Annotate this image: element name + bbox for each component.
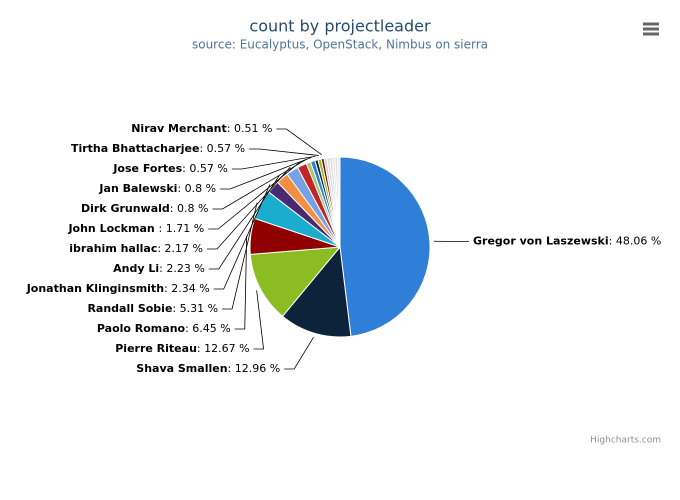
connector xyxy=(231,155,316,170)
connector xyxy=(207,167,291,250)
connector xyxy=(208,161,301,230)
data-label: Randall Sobie: 5.31 % xyxy=(87,302,218,315)
label-name: Tirtha Bhattacharjee xyxy=(71,142,200,155)
connector xyxy=(234,235,248,330)
data-label: Shava Smallen: 12.96 % xyxy=(136,362,280,375)
label-name: Randall Sobie xyxy=(87,302,172,315)
label-value: : 0.57 % xyxy=(199,142,245,155)
label-value: : 0.8 % xyxy=(177,182,216,195)
pie-slice xyxy=(336,156,341,248)
data-label: Tirtha Bhattacharjee: 0.57 % xyxy=(71,142,245,155)
label-name: Shava Smallen xyxy=(136,362,227,375)
connector xyxy=(222,202,258,310)
chart-subtitle: source: Eucalyptus, OpenStack, Nimbus on… xyxy=(192,38,488,52)
data-label: Andy Li: 2.23 % xyxy=(113,262,205,275)
label-value: : 12.96 % xyxy=(228,362,281,375)
label-value: : 5.31 % xyxy=(172,302,218,315)
data-label: Jonathan Klinginsmith: 2.34 % xyxy=(26,282,210,295)
connector xyxy=(220,157,312,190)
label-name: Paolo Romano xyxy=(97,322,186,335)
label-value: : 1.71 % xyxy=(159,222,205,235)
label-name: ibrahim hallac xyxy=(69,242,157,255)
label-value: : 2.23 % xyxy=(159,262,205,275)
label-value: : 48.06 % xyxy=(609,235,662,248)
label-name: Jonathan Klinginsmith xyxy=(26,282,164,295)
label-value: : 12.67 % xyxy=(197,342,250,355)
data-label: Gregor von Laszewski: 48.06 % xyxy=(473,235,661,248)
menu-button[interactable] xyxy=(643,22,659,36)
connector xyxy=(253,290,265,350)
label-value: : 0.8 % xyxy=(170,202,209,215)
data-label: Nirav Merchant: 0.51 % xyxy=(131,122,272,135)
connector xyxy=(276,128,323,156)
data-label: Paolo Romano: 6.45 % xyxy=(97,322,231,335)
connector xyxy=(284,336,314,370)
pie-slice xyxy=(249,246,342,317)
data-label: Jan Balewski: 0.8 % xyxy=(98,182,216,195)
connector xyxy=(212,158,308,210)
data-label: Jose Fortes: 0.57 % xyxy=(112,162,227,175)
pie-slice xyxy=(281,245,352,338)
data-label: ibrahim hallac: 2.17 % xyxy=(69,242,203,255)
data-label: Dirk Grunwald: 0.8 % xyxy=(81,202,208,215)
label-name: Gregor von Laszewski xyxy=(473,235,609,248)
label-name: Andy Li xyxy=(113,262,159,275)
label-name: Nirav Merchant xyxy=(131,122,227,135)
credits[interactable]: Highcharts.com xyxy=(590,436,661,446)
data-label: Pierre Riteau: 12.67 % xyxy=(115,342,249,355)
label-name: John Lockman xyxy=(67,222,158,235)
chart-title: count by projectleader xyxy=(249,17,431,36)
connector xyxy=(208,174,280,270)
label-value: : 0.51 % xyxy=(227,122,273,135)
connector xyxy=(249,148,319,156)
label-name: Pierre Riteau xyxy=(115,342,197,355)
label-name: Jan Balewski xyxy=(98,182,177,195)
label-name: Jose Fortes xyxy=(112,162,182,175)
label-value: : 6.45 % xyxy=(185,322,231,335)
connector xyxy=(213,184,271,290)
label-name: Dirk Grunwald xyxy=(81,202,170,215)
label-value: : 0.57 % xyxy=(182,162,228,175)
label-value: : 2.17 % xyxy=(157,242,203,255)
label-value: : 2.34 % xyxy=(164,282,210,295)
data-label: John Lockman : 1.71 % xyxy=(67,222,204,235)
pie-slice xyxy=(339,156,431,337)
